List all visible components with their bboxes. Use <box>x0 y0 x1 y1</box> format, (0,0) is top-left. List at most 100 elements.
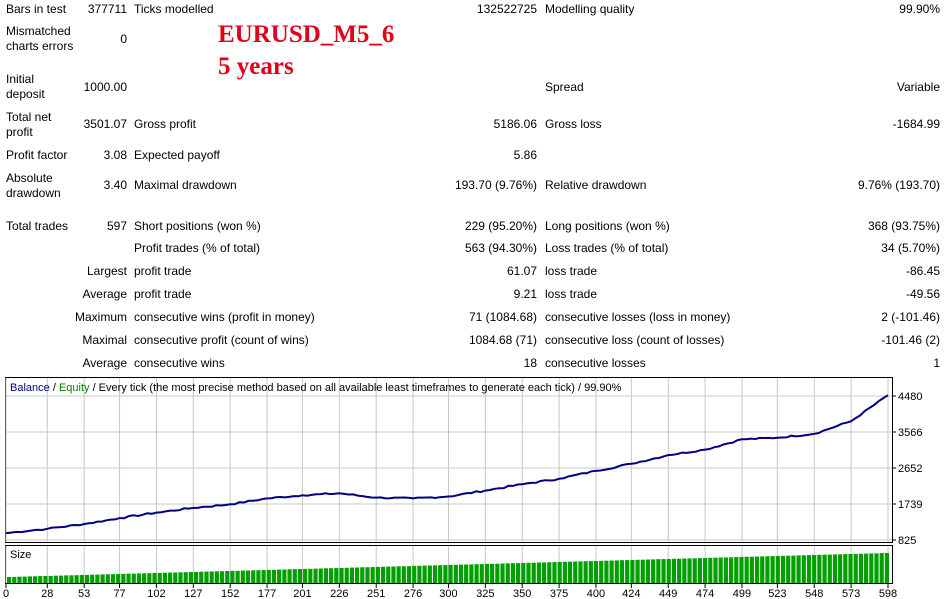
size-bar <box>214 571 219 583</box>
size-bar <box>204 571 209 583</box>
size-bar <box>780 555 786 583</box>
size-bar <box>661 559 666 583</box>
size-bar <box>671 558 677 583</box>
size-bar <box>495 563 500 583</box>
size-bar <box>406 566 412 583</box>
max-wins-label: consecutive wins (profit in money) <box>134 310 315 324</box>
size-bar <box>775 556 780 583</box>
size-bar <box>297 569 303 583</box>
size-bar <box>329 568 334 583</box>
size-bar <box>183 572 188 583</box>
reldd-label: Relative drawdown <box>545 178 647 192</box>
size-bar <box>282 569 287 583</box>
x-tick-label: 523 <box>768 588 786 599</box>
size-bar <box>22 576 27 583</box>
size-bar <box>412 565 417 583</box>
size-bar <box>230 570 235 583</box>
size-bar <box>765 556 770 583</box>
size-bar <box>261 570 266 583</box>
size-bar <box>557 561 562 583</box>
ticks-label: Ticks modelled <box>134 2 214 16</box>
legend-balance: Balance <box>10 382 50 394</box>
x-tick-label: 53 <box>78 588 90 599</box>
size-bar <box>32 576 38 583</box>
size-bar <box>609 560 614 583</box>
x-tick-label: 573 <box>842 588 860 599</box>
legend-equity: Equity <box>59 382 90 394</box>
size-bar <box>448 564 453 583</box>
y-tick-label: 2652 <box>898 463 922 475</box>
size-bar <box>531 562 536 583</box>
size-bar <box>505 563 510 583</box>
size-bar <box>734 557 739 583</box>
size-bar <box>225 571 230 583</box>
y-tick-label: 1739 <box>898 499 922 511</box>
size-bar <box>79 575 84 583</box>
size-bar <box>251 570 256 583</box>
x-tick-label: 127 <box>184 588 202 599</box>
size-bar <box>791 555 796 583</box>
size-bar <box>256 570 261 583</box>
size-bar <box>266 569 271 583</box>
y-tick-label: 4480 <box>898 391 922 403</box>
legend-desc: / Every tick (the most precise method ba… <box>90 382 622 394</box>
size-bar <box>90 574 95 583</box>
grossprofit-value: 5186.06 <box>493 117 537 131</box>
size-bar <box>474 564 479 583</box>
largest-profit-value: 61.07 <box>506 264 537 278</box>
x-tick-label: 424 <box>622 588 640 599</box>
size-bar <box>7 577 12 583</box>
size-bar <box>677 558 682 583</box>
size-bar <box>391 566 396 583</box>
size-bar <box>136 573 142 583</box>
maximal-profit-label: consecutive profit (count of wins) <box>134 333 309 347</box>
x-tick-label: 325 <box>476 588 494 599</box>
size-bar <box>510 563 516 583</box>
size-bar <box>162 572 168 583</box>
size-bar <box>318 568 323 583</box>
size-bar <box>38 576 43 583</box>
grossloss-label: Gross loss <box>545 117 602 131</box>
size-bar <box>173 572 178 583</box>
size-bar <box>718 557 723 583</box>
size-bar <box>516 563 521 583</box>
maxdd-label: Maximal drawdown <box>134 178 237 192</box>
x-tick-label: 0 <box>3 588 9 599</box>
size-bar <box>74 575 79 583</box>
size-bar <box>380 566 386 583</box>
deposit-value: 1000.00 <box>83 80 127 94</box>
size-bar <box>619 560 625 583</box>
size-bar <box>812 555 817 583</box>
size-bars <box>7 553 889 583</box>
netprofit-value: 3501.07 <box>83 117 127 131</box>
long-value: 368 (93.75%) <box>867 219 940 233</box>
size-bar <box>697 558 703 583</box>
x-tick-label: 276 <box>404 588 422 599</box>
overlay-title: EURUSD_M5_6 <box>218 21 395 48</box>
mismatch-label: Mismatched charts errors <box>6 24 74 53</box>
size-bar <box>53 575 58 583</box>
legend-sep: / <box>50 382 59 394</box>
size-bar <box>552 562 557 583</box>
size-bar <box>479 564 484 583</box>
size-bar <box>864 553 869 583</box>
quality-label: Modelling quality <box>545 2 635 16</box>
size-bar <box>432 565 438 583</box>
size-bar <box>339 567 344 583</box>
size-bar <box>692 558 697 583</box>
size-bar <box>438 565 443 583</box>
size-bar <box>17 576 22 583</box>
size-bar <box>401 566 406 583</box>
size-bar <box>656 559 661 583</box>
largest-profit-label: profit trade <box>134 264 192 278</box>
size-bar <box>43 576 48 583</box>
x-tick-label: 201 <box>293 588 311 599</box>
size-bar <box>344 567 349 583</box>
size-bar <box>235 570 240 583</box>
trades-value: 597 <box>106 219 127 233</box>
size-bar <box>567 561 573 583</box>
pf-label: Profit factor <box>6 148 68 162</box>
size-bar <box>796 555 801 583</box>
bars-value: 377711 <box>87 2 127 16</box>
size-bar <box>562 561 567 583</box>
